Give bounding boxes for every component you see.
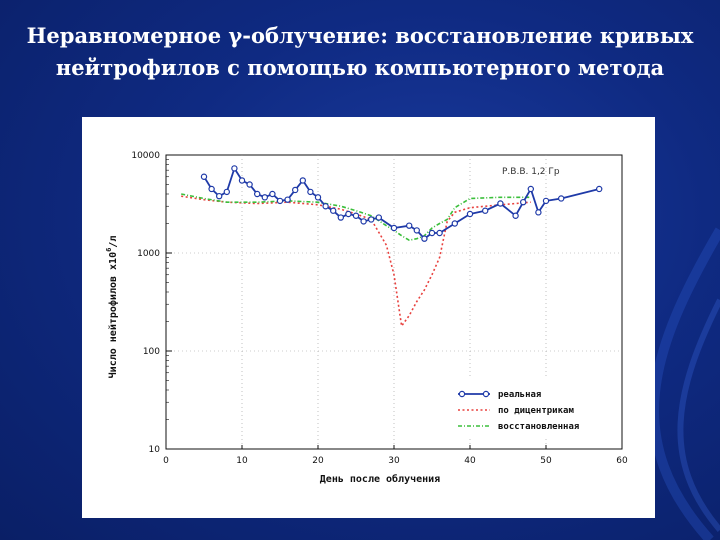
- series-real-point: [314, 194, 322, 201]
- series-real-point: [413, 227, 420, 234]
- series-real-point: [291, 186, 299, 194]
- legend: реальная по дицентрикам восстановленная: [448, 379, 618, 437]
- y-tick-label: 10: [149, 445, 161, 455]
- series-real-point: [451, 220, 458, 227]
- x-tick-label: 20: [312, 456, 324, 466]
- series-real-point: [208, 185, 215, 193]
- chart-panel: 0 10 20 30 40 50 60 10 100 1000 10000 Р.В.В. 1,2 Г…: [82, 117, 655, 518]
- series-real-point: [269, 190, 276, 198]
- y-axis-label-suffix: /л: [108, 236, 119, 248]
- series-real-point: [246, 181, 253, 188]
- series-real-point: [436, 229, 443, 237]
- series-real-point: [223, 188, 230, 196]
- legend-label-restored: восстановленная: [498, 422, 579, 432]
- chart-annotation: Р.В.В. 1,2 Гр: [502, 167, 560, 177]
- y-tick-label: 1000: [137, 249, 160, 259]
- slide-title: Неравномерное γ-облучение: восстановлени…: [0, 20, 720, 84]
- series-real-point: [299, 177, 306, 184]
- series-real-point: [497, 200, 504, 207]
- series-real-point: [406, 222, 413, 229]
- series-real-point: [512, 212, 519, 219]
- series-restored-line: [181, 193, 531, 241]
- series-real-point: [253, 190, 261, 198]
- legend-label-real: реальная: [498, 390, 541, 400]
- series-real-point: [428, 229, 436, 237]
- series-real-point: [421, 235, 428, 242]
- series-real-point: [329, 207, 337, 214]
- series-real-point: [345, 210, 352, 218]
- legend-swatches: [458, 390, 490, 427]
- legend-box: [448, 379, 618, 437]
- series-real-point: [596, 185, 603, 193]
- x-tick-label: 50: [540, 456, 552, 466]
- series-real-point: [352, 212, 360, 219]
- y-axis-label-main: Число нейтрофилов x10: [107, 252, 119, 378]
- slide-title-line-1: Неравномерное γ-облучение: восстановлени…: [26, 23, 694, 48]
- series-real-point: [238, 177, 246, 184]
- legend-label-dicentric: по дицентрикам: [498, 406, 574, 416]
- y-tick-label: 10000: [131, 151, 160, 161]
- x-tick-label: 0: [163, 456, 169, 466]
- x-tick-label: 40: [464, 456, 476, 466]
- y-tick-label: 100: [143, 347, 160, 357]
- series-real-point: [261, 194, 268, 201]
- x-axis-label: День после облучения: [320, 473, 440, 485]
- series-real-point: [542, 197, 550, 205]
- series-real-point: [390, 224, 398, 232]
- series-real-point: [215, 192, 223, 200]
- series-real-point: [307, 188, 314, 196]
- series-real-point: [535, 209, 542, 216]
- series-real-point: [200, 173, 208, 180]
- series-real-point: [558, 195, 565, 202]
- legend-swatch-marker: [458, 390, 466, 398]
- legend-swatch-marker: [482, 390, 490, 398]
- x-tick-label: 10: [236, 456, 248, 466]
- series-real-point: [337, 214, 344, 221]
- series-real-point: [527, 185, 534, 193]
- series-real-point: [482, 207, 489, 214]
- series-real-point: [368, 216, 375, 223]
- series-real-point: [284, 196, 291, 203]
- series-layer: [181, 165, 603, 327]
- series-real-point: [322, 203, 329, 210]
- x-tick-label: 60: [616, 456, 628, 466]
- series-real-point: [520, 198, 527, 206]
- series-dicentric-line: [181, 195, 531, 327]
- series-real-point: [466, 210, 474, 218]
- y-axis-label: Число нейтрофилов x106/л: [105, 236, 119, 379]
- series-real-point: [231, 165, 238, 172]
- series-real-point: [360, 218, 367, 225]
- y-axis-label-sup: 6: [105, 248, 113, 252]
- slide-title-line-2: нейтрофилов с помощью компьютерного мето…: [55, 55, 665, 80]
- series-real-point: [375, 214, 382, 221]
- x-tick-label: 30: [388, 456, 400, 466]
- series-real-point: [276, 197, 284, 205]
